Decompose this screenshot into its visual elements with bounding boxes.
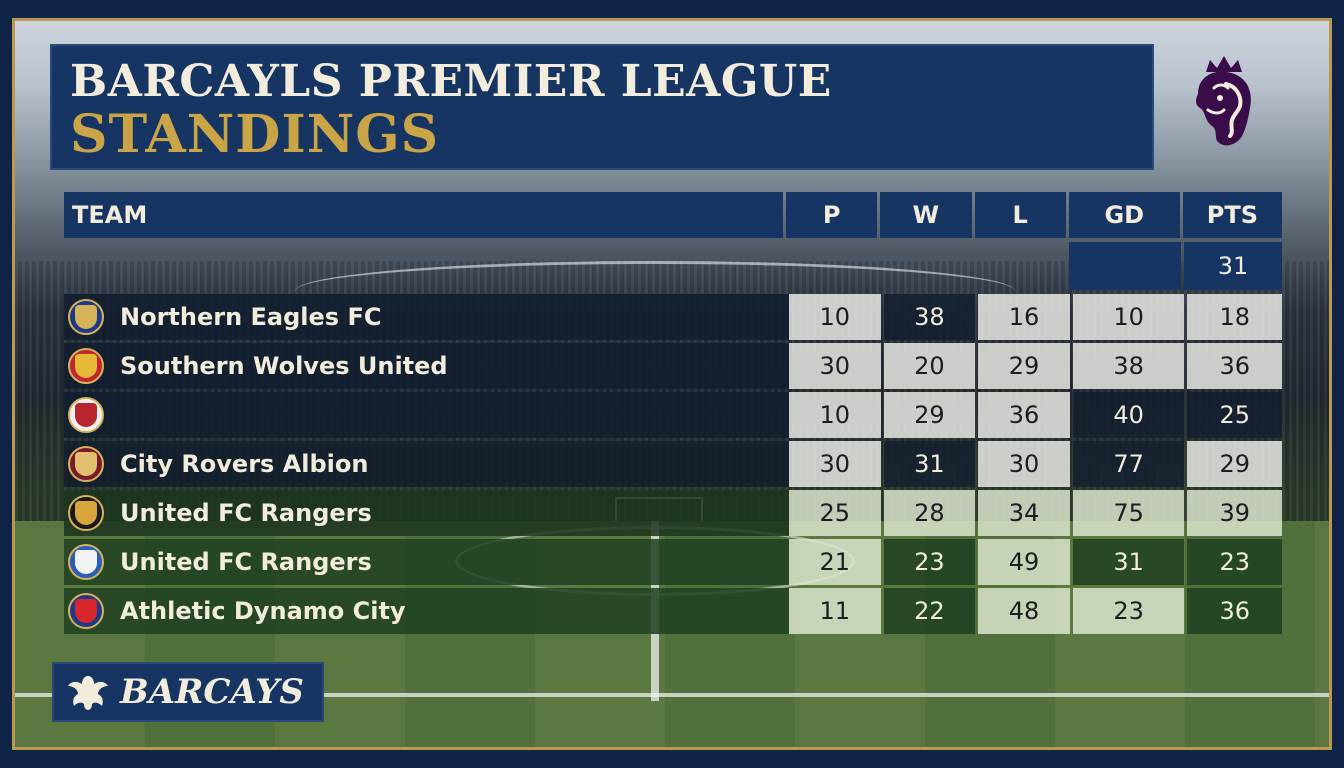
team-crest-icon [68,593,104,629]
premier-league-lion-icon [1196,56,1251,146]
won-cell: 22 [883,588,976,634]
won-cell: 29 [883,392,976,438]
table-row[interactable]: Southern Wolves United 30 20 29 38 36 [64,343,1283,389]
team-cell: Northern Eagles FC [64,294,789,340]
stadium-roof [295,261,1015,291]
points-cell: 39 [1187,490,1283,536]
team-cell [64,392,789,438]
played-cell: 21 [789,539,881,585]
won-cell: 23 [883,539,976,585]
won-cell: 28 [883,490,976,536]
team-crest-icon [68,544,104,580]
team-crest-icon [68,299,104,335]
sponsor-label: BARCAYS [120,672,304,712]
column-header-w[interactable]: W [880,192,972,238]
won-cell: 20 [883,343,976,389]
team-crest-icon [68,397,104,433]
table-header: TEAM P W L GD PTS [64,192,1282,238]
sponsor-badge: BARCAYS [52,662,324,722]
points-cell: 36 [1187,343,1283,389]
team-name: United FC Rangers [120,499,372,527]
extra-row-gd-cell [1069,242,1181,290]
team-name: United FC Rangers [120,548,372,576]
eagle-icon [68,676,108,710]
team-crest-icon [68,495,104,531]
goal-diff-cell: 75 [1072,490,1185,536]
points-cell: 25 [1187,392,1283,438]
team-cell: United FC Rangers [64,490,789,536]
team-crest-icon [68,446,104,482]
goal-diff-cell: 10 [1072,294,1185,340]
column-header-pts[interactable]: PTS [1182,192,1282,238]
lost-cell: 29 [978,343,1070,389]
goal-diff-cell: 40 [1072,392,1185,438]
table-row[interactable]: 10 29 36 40 25 [64,392,1283,438]
played-cell: 30 [789,343,881,389]
page-subtitle: STANDINGS [70,104,440,165]
table-row[interactable]: United FC Rangers 21 23 49 31 23 [64,539,1283,585]
team-cell: Athletic Dynamo City [64,588,789,634]
lost-cell: 36 [978,392,1070,438]
team-cell: United FC Rangers [64,539,789,585]
played-cell: 25 [789,490,881,536]
touch-line [15,693,1329,697]
team-name: Northern Eagles FC [120,303,382,331]
title-panel [50,44,1154,170]
team-name: Athletic Dynamo City [120,597,406,625]
goal-diff-cell: 77 [1072,441,1185,487]
points-cell: 18 [1187,294,1283,340]
lost-cell: 48 [978,588,1070,634]
lost-cell: 49 [978,539,1070,585]
extra-row-pts-cell: 31 [1184,242,1282,290]
won-cell: 31 [883,441,976,487]
played-cell: 11 [789,588,881,634]
goal-diff-cell: 23 [1072,588,1185,634]
points-cell: 23 [1187,539,1283,585]
table-row[interactable]: Athletic Dynamo City 11 22 48 23 36 [64,588,1283,634]
team-name: Southern Wolves United [120,352,448,380]
column-header-gd[interactable]: GD [1068,192,1180,238]
lost-cell: 34 [978,490,1070,536]
page-title: BARCAYLS PREMIER LEAGUE [70,56,832,107]
played-cell: 30 [789,441,881,487]
team-cell: City Rovers Albion [64,441,789,487]
lost-cell: 16 [978,294,1070,340]
team-crest-icon [68,348,104,384]
lost-cell: 30 [978,441,1070,487]
points-cell: 29 [1187,441,1283,487]
column-header-l[interactable]: L [974,192,1066,238]
table-row[interactable]: Northern Eagles FC 10 38 16 10 18 [64,294,1283,340]
standings-rows: Northern Eagles FC 10 38 16 10 18 Southe… [64,294,1283,637]
goal-diff-cell: 38 [1072,343,1185,389]
column-header-p[interactable]: P [786,192,878,238]
won-cell: 38 [883,294,976,340]
played-cell: 10 [789,294,881,340]
table-row[interactable]: City Rovers Albion 30 31 30 77 29 [64,441,1283,487]
points-cell: 36 [1187,588,1283,634]
team-cell: Southern Wolves United [64,343,789,389]
team-name: City Rovers Albion [120,450,369,478]
column-header-team[interactable]: TEAM [64,192,784,238]
played-cell: 10 [789,392,881,438]
table-row[interactable]: United FC Rangers 25 28 34 75 39 [64,490,1283,536]
goal-diff-cell: 31 [1072,539,1185,585]
